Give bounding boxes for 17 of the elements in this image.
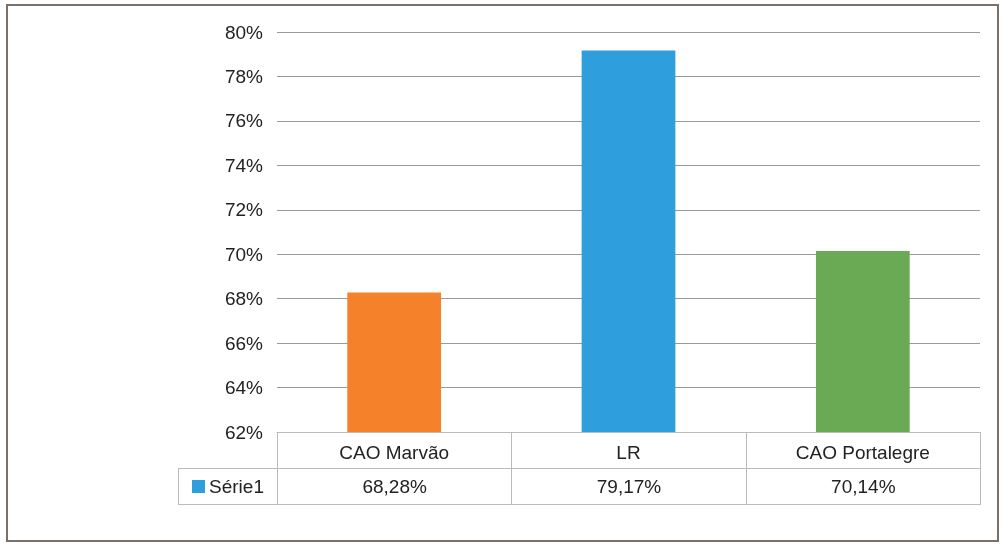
x-tick-label: CAO Marvão	[339, 442, 450, 463]
data-label: 79,17%	[511, 468, 747, 505]
y-tick-label: 80%	[224, 21, 264, 43]
y-tick-label: 64%	[224, 377, 264, 399]
data-label: 68,28%	[277, 468, 513, 505]
data-label: 70,14%	[745, 468, 981, 505]
y-tick-label: 62%	[224, 421, 264, 443]
x-tick-label: CAO Portalegre	[795, 442, 930, 463]
legend-label: Série1	[178, 468, 278, 505]
y-tick-label: 74%	[224, 154, 264, 176]
y-tick-label: 68%	[224, 288, 264, 310]
y-tick-label: 66%	[224, 332, 264, 354]
y-tick-label: 76%	[224, 110, 264, 132]
y-tick-label: 70%	[224, 243, 264, 265]
y-tick-label: 78%	[224, 65, 264, 87]
x-tick-label: LR	[616, 442, 641, 463]
y-tick-label: 72%	[224, 199, 264, 221]
